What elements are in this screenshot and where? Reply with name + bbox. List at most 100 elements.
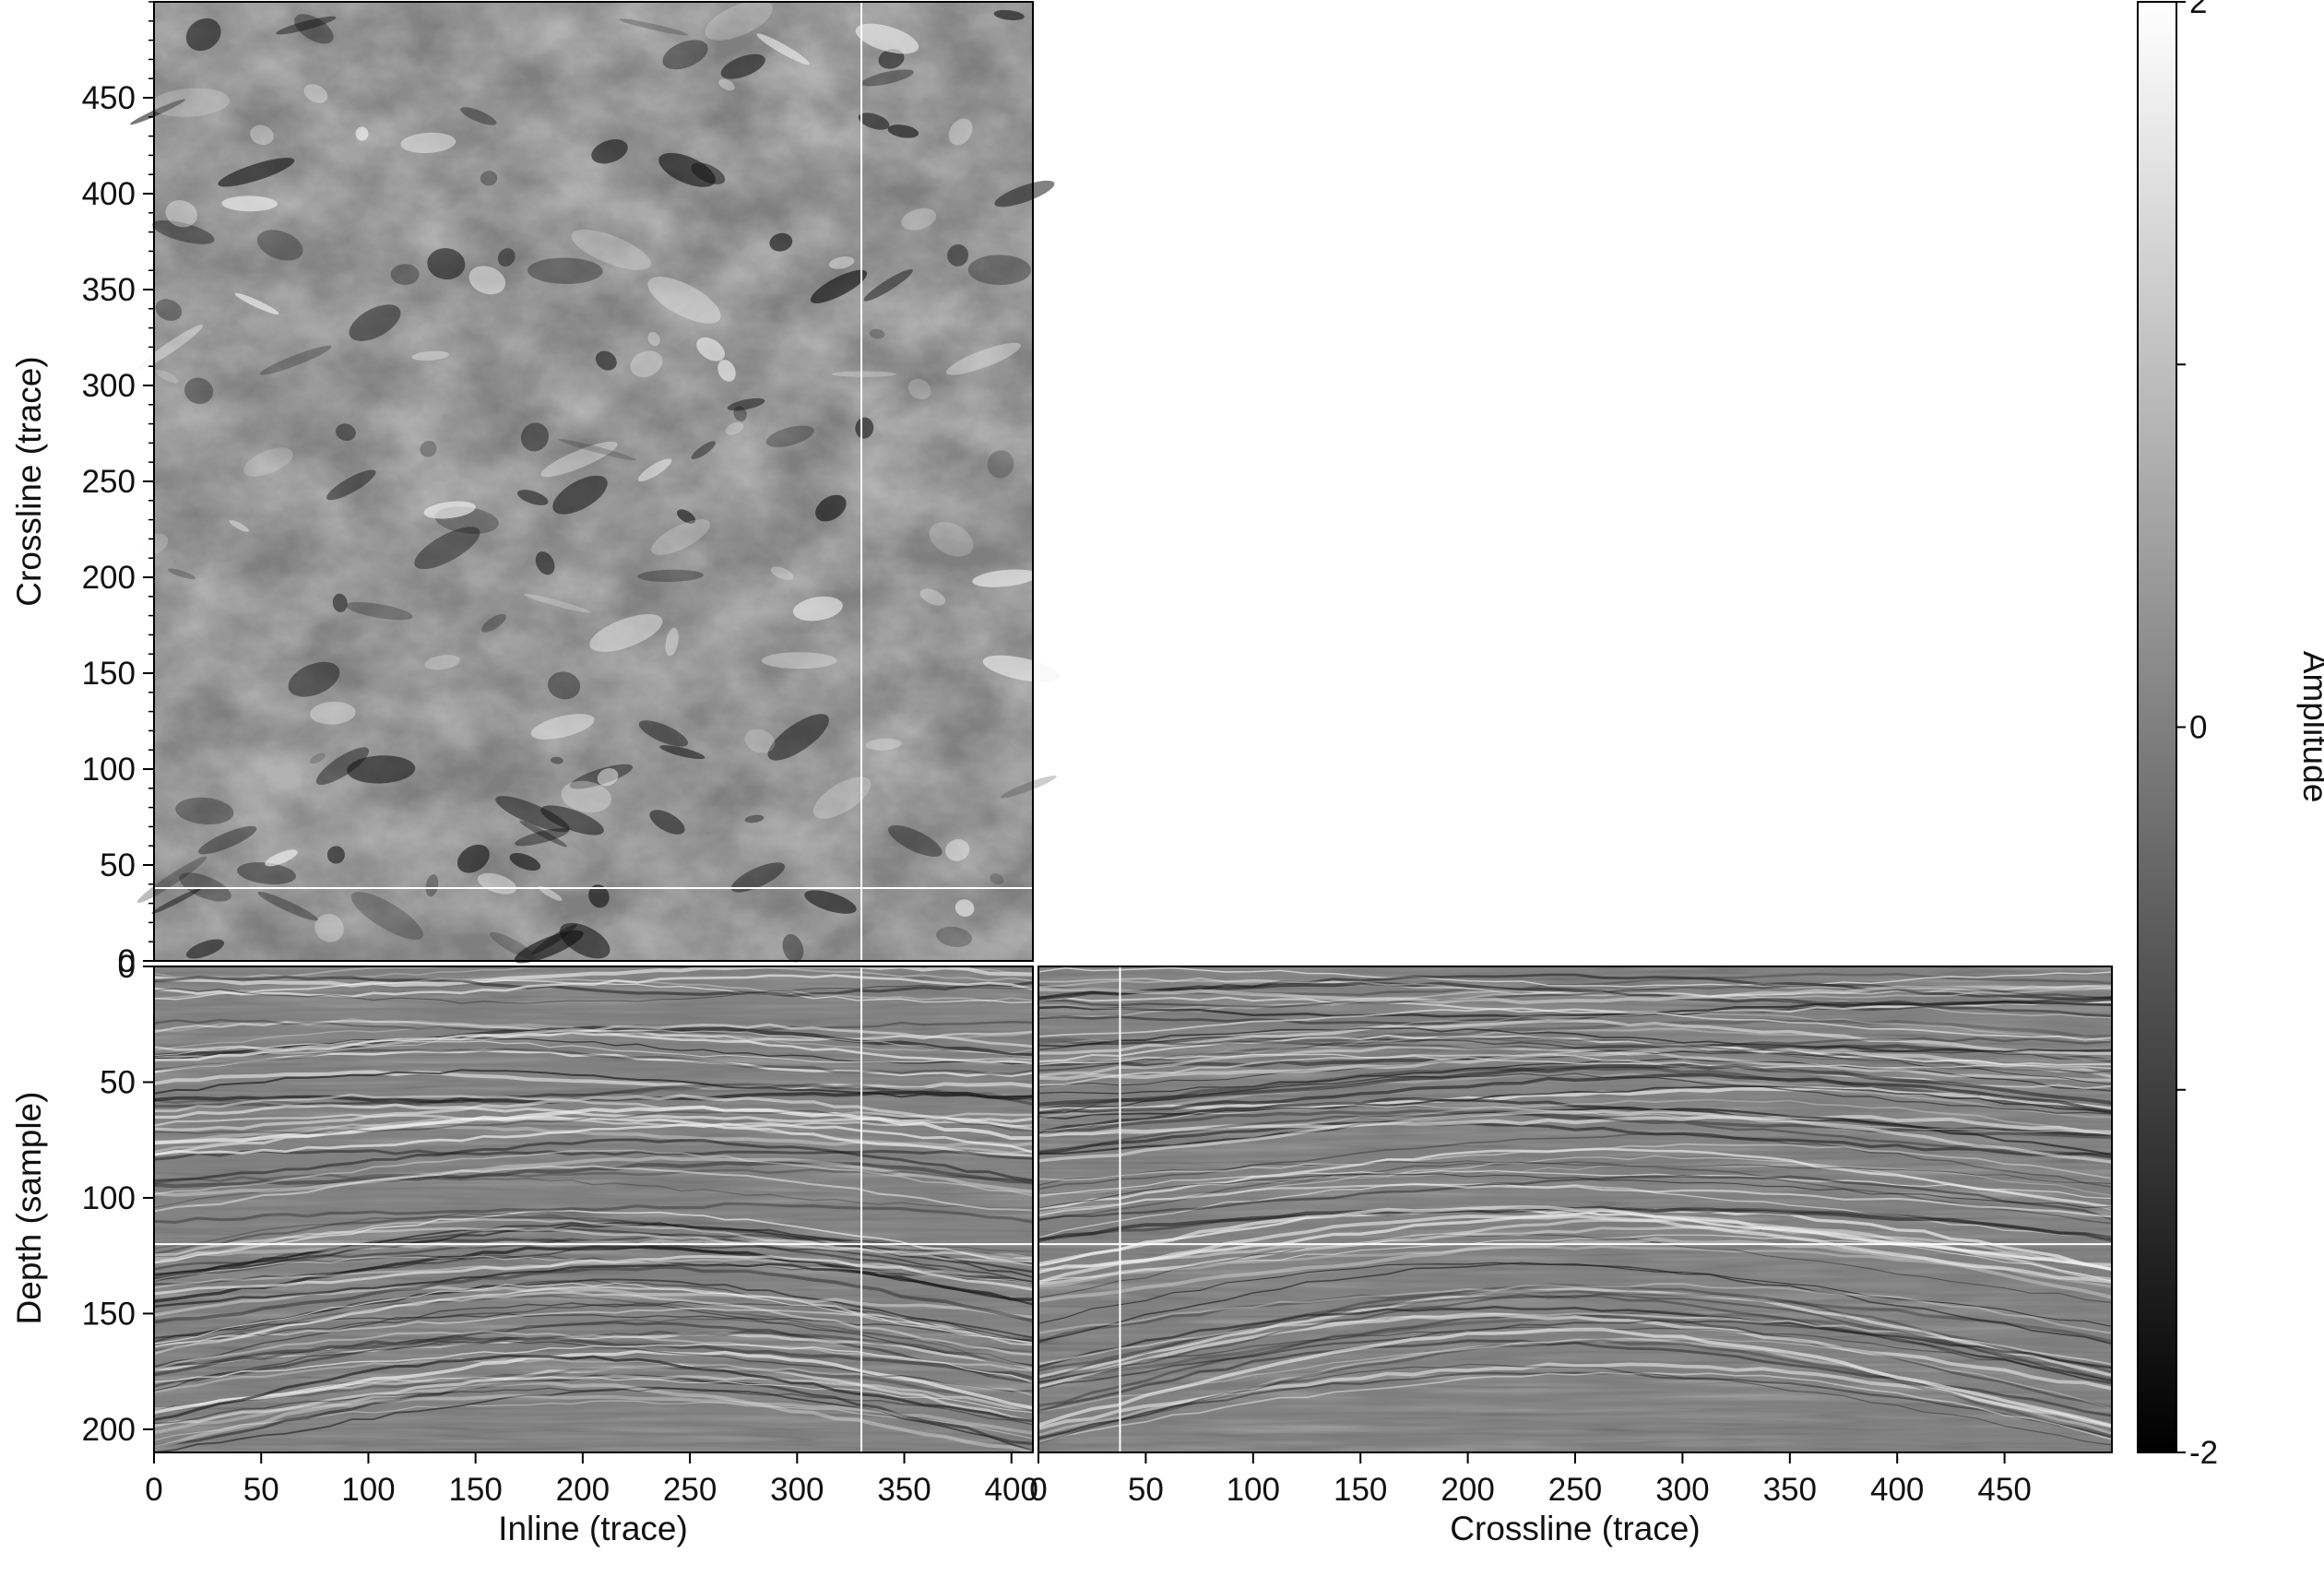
inline-section-y-tick-label: 0: [118, 949, 136, 985]
depth-slice-feature: [303, 84, 328, 103]
depth-slice-feature: [259, 345, 332, 375]
inline-reflector: [153, 1049, 1034, 1077]
crossline-reflector: [1038, 1283, 2113, 1334]
depth-slice-feature: [547, 671, 581, 700]
depth-slice-feature: [887, 124, 919, 138]
inline-reflector: [153, 1160, 1034, 1189]
inline-reflector: [153, 1254, 1034, 1283]
crossline-reflector: [1038, 1208, 2113, 1274]
depth-slice-feature: [571, 230, 651, 270]
inline-reflector: [153, 1105, 1034, 1145]
depth-slice-feature: [662, 40, 708, 70]
inline-reflector: [153, 1238, 1034, 1262]
crossline-reflector: [1038, 1287, 2113, 1379]
crossline-reflector: [1038, 1096, 2112, 1136]
depth-slice-feature: [218, 158, 295, 187]
depth-slice-feature: [152, 219, 215, 244]
depth-slice-feature: [595, 350, 617, 371]
inline-reflector: [153, 1386, 1034, 1453]
inline-reflector: [153, 1300, 1034, 1345]
depth-slice-y-tick-label: 200: [82, 560, 136, 596]
inline-reflector: [153, 1340, 1034, 1392]
depth-slice-feature: [649, 810, 685, 835]
depth-slice-feature: [497, 248, 516, 267]
crossline-reflector: [1038, 989, 2113, 1019]
depth-slice-feature: [677, 509, 696, 524]
depth-slice-feature: [427, 248, 466, 280]
depth-slice-feature: [400, 132, 456, 154]
inline-section-panel: 0 50 100 150 200 0 50 100 150 200 250 300 350 400 De…: [10, 949, 1038, 1547]
depth-slice-y-tick-label: 250: [82, 464, 136, 500]
depth-slice-feature: [705, 0, 773, 41]
depth-slice-feature: [929, 522, 974, 557]
depth-slice-feature: [509, 853, 541, 871]
depth-slice-feature: [175, 797, 234, 825]
depth-slice-feature: [355, 126, 369, 141]
crossline-reflector: [1038, 1036, 2113, 1074]
inline-section-x-tick-label: 100: [341, 1472, 395, 1508]
inline-reflector: [153, 1332, 1034, 1371]
depth-slice-feature: [589, 613, 663, 652]
depth-slice-feature: [515, 828, 570, 847]
depth-slice-feature: [288, 661, 340, 697]
inline-reflector: [153, 1374, 1034, 1450]
depth-slice-feature: [725, 421, 744, 435]
inline-reflector: [153, 1209, 1034, 1264]
crossline-reflector: [1038, 1143, 2113, 1181]
crossline-reflector: [1038, 979, 2113, 1001]
depth-slice-feature: [720, 53, 765, 79]
depth-slice-feature: [129, 99, 186, 125]
depth-slice-feature: [994, 180, 1055, 207]
inline-reflector: [153, 1258, 1034, 1289]
crossline-reflector: [1038, 1111, 2113, 1155]
depth-slice-feature: [350, 892, 423, 940]
depth-slice-y-tick-label: 0: [118, 943, 136, 979]
inline-reflector: [153, 1308, 1034, 1345]
depth-slice-feature: [411, 350, 449, 361]
colorbar-tick-label: 2: [2189, 0, 2207, 20]
depth-slice-feature: [155, 299, 183, 321]
crossline-section-x-tick-label: 400: [1870, 1472, 1924, 1508]
depth-slice-feature: [637, 458, 672, 482]
crossline-reflector: [1038, 1132, 2113, 1191]
crossline-reflector: [1038, 1147, 2113, 1210]
depth-slice-feature: [945, 342, 1021, 375]
crossline-reflector: [1038, 1072, 2113, 1115]
inline-reflector: [153, 1149, 1034, 1161]
depth-slice-y-tick-label: 400: [82, 176, 136, 212]
depth-slice-feature: [812, 776, 872, 819]
inline-reflector: [153, 1387, 1034, 1426]
depth-slice-y-tick-label: 150: [82, 656, 136, 692]
inline-section-x-axis: 0 50 100 150 200 250 300 350 400: [145, 1452, 1038, 1508]
inline-section-x-tick-label: 300: [770, 1472, 824, 1508]
depth-slice-feature: [257, 891, 318, 921]
inline-section-reflectors: [153, 965, 1034, 1454]
crossline-reflector: [1038, 1004, 2113, 1025]
inline-reflector: [153, 1354, 1034, 1423]
depth-slice-feature: [540, 441, 618, 478]
inline-reflector: [153, 1380, 1034, 1454]
depth-slice-feature: [309, 701, 356, 725]
inline-section-x-tick-label: 50: [243, 1472, 279, 1508]
depth-slice-feature: [198, 825, 257, 855]
crossline-reflector: [1038, 977, 2113, 998]
inline-section-frame: [153, 966, 1034, 1453]
depth-slice-feature: [727, 397, 765, 411]
crossline-reflector: [1038, 1012, 2113, 1044]
crossline-reflector: [1038, 1234, 2113, 1283]
depth-slice-feature: [659, 745, 706, 760]
colorbar-tick-label: -2: [2189, 1435, 2218, 1471]
depth-slice-feature: [967, 255, 1031, 286]
crossline-reflector: [1038, 1160, 2113, 1186]
crossline-reflector: [1038, 1262, 2113, 1327]
crossline-reflector: [1038, 1121, 2113, 1159]
inline-reflector: [153, 1221, 1034, 1278]
depth-slice-feature: [936, 926, 972, 947]
inline-reflector: [153, 1039, 1034, 1063]
depth-slice-feature: [637, 569, 704, 583]
inline-reflector: [153, 1023, 1034, 1051]
depth-slice-feature: [987, 450, 1014, 479]
inline-reflector: [153, 1222, 1034, 1275]
depth-slice-feature: [744, 729, 776, 753]
inline-reflector: [153, 1313, 1034, 1342]
